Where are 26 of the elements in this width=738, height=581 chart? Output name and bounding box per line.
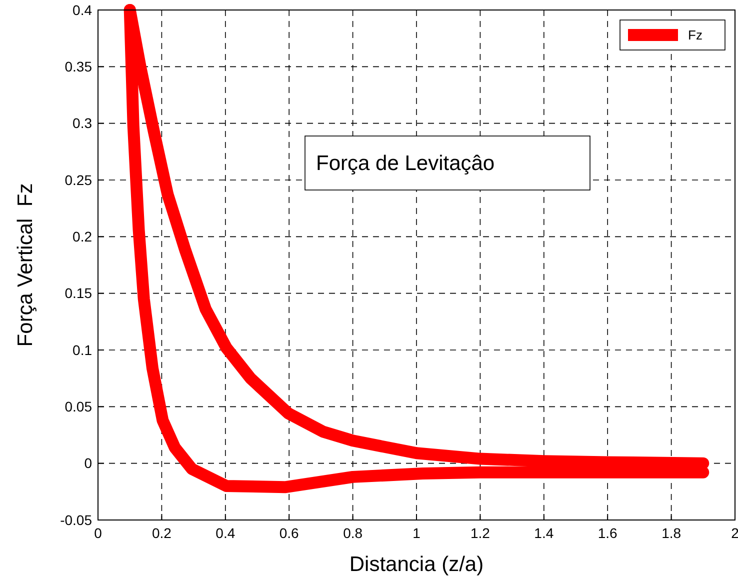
x-tick-label: 1.8 xyxy=(662,525,682,541)
x-tick-label: 1.2 xyxy=(470,525,490,541)
y-tick-label: 0.2 xyxy=(72,228,92,245)
annotation: Força de Levitaçâo xyxy=(316,152,495,175)
y-tick-label: 0.4 xyxy=(72,2,92,18)
text-box: Força de Levitaçâo xyxy=(304,136,590,190)
x-tick-label: 1 xyxy=(412,525,421,541)
x-tick-label: 0.2 xyxy=(152,525,172,541)
y-axis-title: Força Vertical Fz xyxy=(14,183,37,347)
x-tick-label: 1.6 xyxy=(598,525,618,541)
x-tick-label: 2 xyxy=(731,525,738,541)
x-axis-title: Distancia (z/a) xyxy=(349,553,484,576)
y-tick-label: 0.35 xyxy=(64,58,92,75)
x-tick-label: 0.8 xyxy=(343,525,363,541)
y-tick-label: 0.3 xyxy=(72,115,92,132)
x-tick-label: 0.6 xyxy=(279,525,300,541)
x-tick-label: 0 xyxy=(94,525,102,541)
legend-label: Fz xyxy=(688,28,702,43)
x-tick-label: 0.4 xyxy=(216,525,236,541)
y-tick-label: 0.15 xyxy=(64,285,92,302)
y-tick-label: 0.1 xyxy=(72,342,92,358)
y-tick-label: -0.05 xyxy=(60,512,92,528)
y-tick-label: 0.25 xyxy=(64,172,92,188)
y-tick-label: 0.05 xyxy=(64,398,92,415)
y-tick-label: 0 xyxy=(84,455,92,472)
x-tick-label: 1.4 xyxy=(534,525,554,541)
